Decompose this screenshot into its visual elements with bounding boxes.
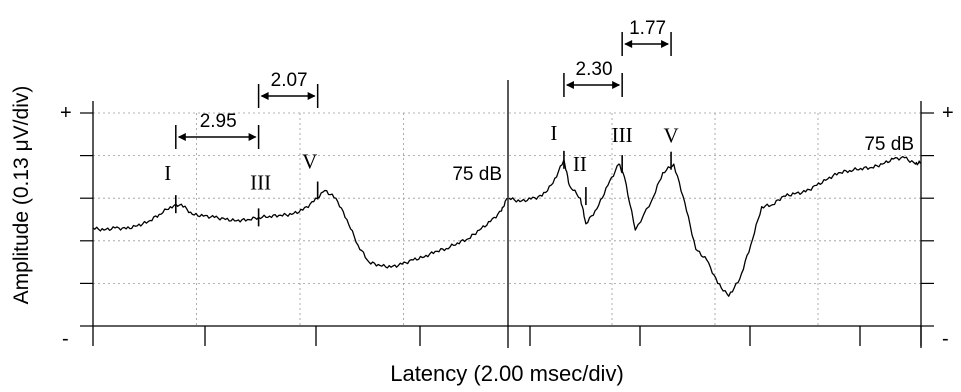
y-axis-label: Amplitude (0.13 μV/div) bbox=[10, 86, 33, 305]
interval-arrowhead-left bbox=[260, 92, 269, 100]
interval-arrowhead-right bbox=[248, 133, 257, 141]
trace-layer bbox=[92, 155, 922, 297]
plus-sign-right: + bbox=[942, 102, 954, 124]
peak-label-V: V bbox=[302, 150, 317, 174]
interval-value-label: 2.95 bbox=[200, 111, 237, 132]
interval-arrowhead-left bbox=[565, 81, 574, 89]
plus-sign-left: + bbox=[60, 102, 72, 124]
interval-value-label: 1.77 bbox=[629, 18, 666, 39]
peak-label-I: I bbox=[550, 121, 557, 145]
minus-sign-left: - bbox=[62, 328, 69, 350]
waveform-trace-left bbox=[92, 189, 508, 269]
x-axis-label: Latency (2.00 msec/div) bbox=[390, 361, 624, 386]
waveform-trace-right bbox=[508, 155, 922, 297]
peak-label-II: II bbox=[573, 152, 587, 176]
peak-label-I: I bbox=[164, 161, 171, 185]
level-label-right: 75 dB bbox=[864, 134, 914, 155]
peak-label-III: III bbox=[612, 123, 633, 147]
interval-arrowhead-left bbox=[624, 40, 633, 48]
peak-label-III: III bbox=[250, 170, 271, 194]
interval-arrowhead-right bbox=[661, 40, 670, 48]
axes-layer: + + - - bbox=[60, 80, 954, 350]
interval-arrowhead-left bbox=[177, 133, 186, 141]
interval-arrowhead-right bbox=[307, 92, 316, 100]
grid-layer bbox=[93, 112, 921, 326]
interval-value-label: 2.07 bbox=[271, 70, 308, 91]
level-label-left: 75 dB bbox=[452, 164, 502, 185]
interval-arrowhead-right bbox=[612, 81, 621, 89]
minus-sign-right: - bbox=[942, 328, 949, 350]
peak-label-V: V bbox=[663, 124, 678, 148]
interval-value-label: 2.30 bbox=[576, 59, 613, 80]
